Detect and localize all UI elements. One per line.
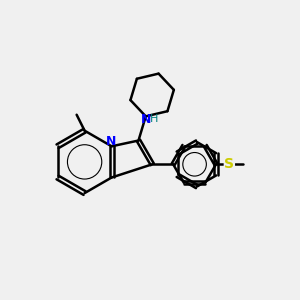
- Text: N: N: [141, 113, 152, 126]
- Text: N: N: [106, 135, 116, 148]
- Text: H: H: [150, 114, 159, 124]
- Text: S: S: [224, 157, 234, 171]
